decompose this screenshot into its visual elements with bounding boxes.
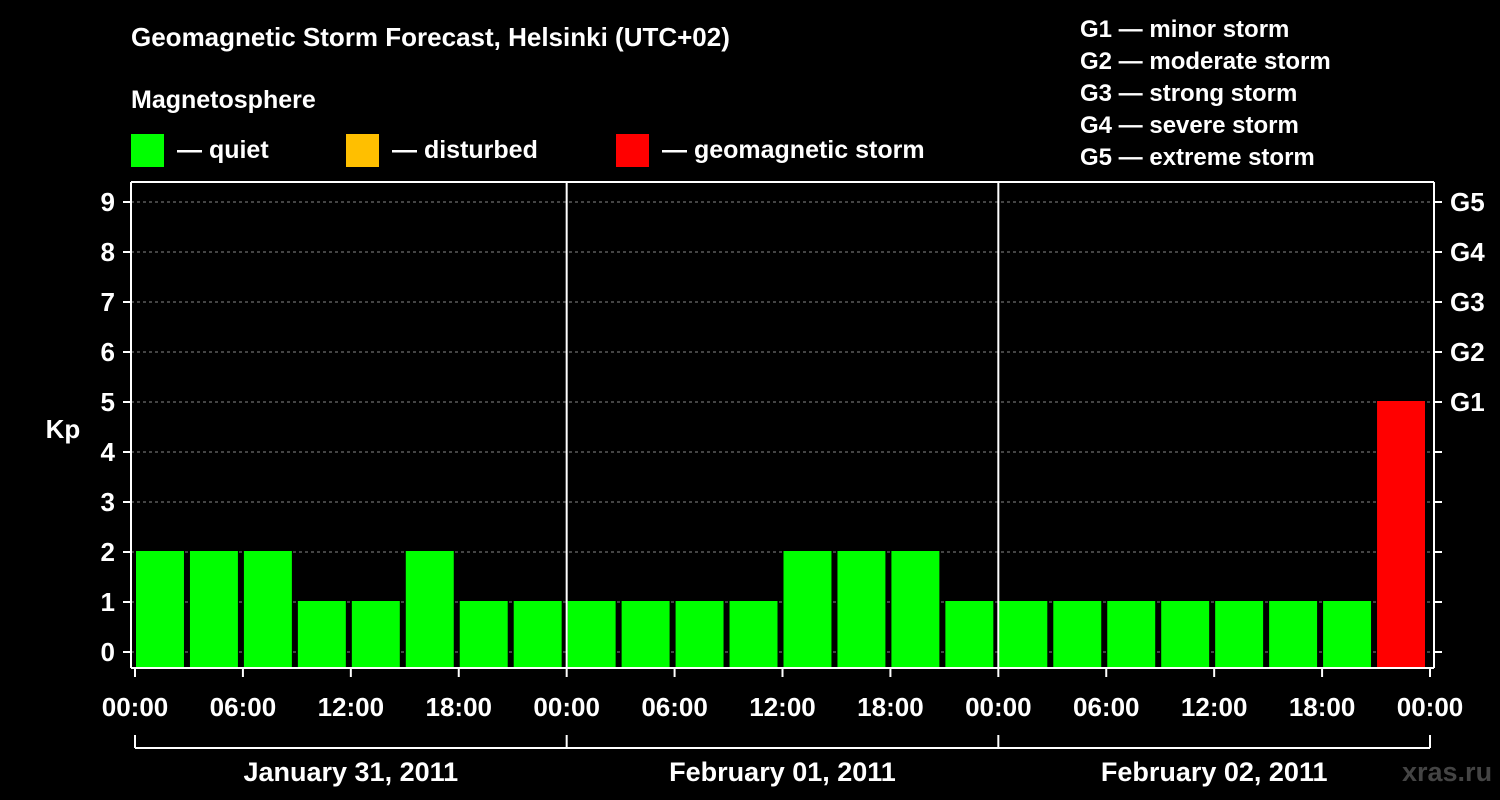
x-tick-label-12: 00:00 (1397, 692, 1464, 722)
g-label-G4: G4 (1450, 237, 1485, 267)
day-label-0: January 31, 2011 (243, 757, 458, 787)
y-tick-label-5: 5 (101, 387, 115, 417)
kp-bar-22 (1323, 601, 1372, 668)
legend-swatch-storm (616, 133, 649, 167)
y-tick-label-3: 3 (101, 487, 115, 517)
kp-bar-12 (783, 551, 832, 668)
day-label-1: February 01, 2011 (669, 757, 896, 787)
kp-bar-3 (297, 601, 346, 668)
kp-bar-13 (837, 551, 886, 668)
kp-bar-23 (1377, 401, 1425, 668)
axis-layer: 0 1 2 3 4 5 6 7 8 9 G1 G2 G3 G4 G5 00:00 06:00 12:00 18:00… (101, 187, 1486, 787)
x-tick-label-5: 06:00 (641, 692, 708, 722)
y-tick-label-6: 6 (101, 337, 115, 367)
grid-layer (131, 201, 1434, 653)
bar-layer (136, 401, 1425, 668)
g-scale-g3: G3 — strong storm (1080, 80, 1298, 107)
legend-swatch-quiet (131, 133, 164, 167)
y-tick-label-1: 1 (101, 587, 115, 617)
kp-bar-5 (405, 551, 454, 668)
x-tick-label-1: 06:00 (210, 692, 277, 722)
x-tick-label-10: 12:00 (1181, 692, 1248, 722)
x-tick-label-4: 00:00 (533, 692, 600, 722)
g-scale-g4: G4 — severe storm (1080, 112, 1299, 139)
x-tick-label-8: 00:00 (965, 692, 1032, 722)
frame-layer (130, 181, 1435, 669)
legend-swatch-disturbed (346, 133, 379, 167)
x-tick-label-3: 18:00 (426, 692, 493, 722)
legend-label-storm: — geomagnetic storm (662, 135, 925, 164)
x-tick-label-0: 00:00 (102, 692, 169, 722)
g-scale-g1: G1 — minor storm (1080, 16, 1290, 43)
kp-bar-9 (621, 601, 670, 668)
g-scale-g2: G2 — moderate storm (1080, 48, 1331, 75)
g-label-G3: G3 (1450, 287, 1485, 317)
x-tick-label-7: 18:00 (857, 692, 924, 722)
g-label-G1: G1 (1450, 387, 1485, 417)
kp-bar-16 (999, 601, 1048, 668)
kp-bar-20 (1215, 601, 1264, 668)
legend-label-disturbed: — disturbed (392, 135, 538, 164)
legend-item-quiet: — quiet (131, 133, 269, 167)
x-tick-label-11: 18:00 (1289, 692, 1356, 722)
kp-bar-21 (1269, 601, 1318, 668)
watermark: xras.ru (1402, 757, 1493, 787)
g-label-G2: G2 (1450, 337, 1485, 367)
x-tick-label-6: 12:00 (749, 692, 816, 722)
day-label-2: February 02, 2011 (1101, 757, 1328, 787)
y-tick-label-7: 7 (101, 287, 115, 317)
g-scale-legend: G1 — minor storm G2 — moderate storm G3 … (1080, 14, 1331, 174)
y-tick-label-4: 4 (101, 437, 116, 467)
legend-heading: Magnetosphere (131, 86, 316, 114)
y-axis-label: Kp (46, 414, 81, 444)
legend-item-disturbed: — disturbed (346, 133, 538, 167)
g-label-G5: G5 (1450, 187, 1485, 217)
kp-bar-2 (243, 551, 292, 668)
kp-bar-4 (351, 601, 400, 668)
kp-bar-0 (136, 551, 184, 668)
x-tick-label-9: 06:00 (1073, 692, 1140, 722)
g-scale-g5: G5 — extreme storm (1080, 144, 1315, 171)
legend-item-storm: — geomagnetic storm (616, 133, 925, 167)
kp-bar-10 (675, 601, 724, 668)
y-tick-label-2: 2 (101, 537, 115, 567)
chart-title: Geomagnetic Storm Forecast, Helsinki (UT… (131, 22, 730, 52)
kp-bar-17 (1053, 601, 1102, 668)
x-tick-label-2: 12:00 (318, 692, 385, 722)
kp-bar-1 (189, 551, 238, 668)
kp-bar-11 (729, 601, 778, 668)
y-tick-label-9: 9 (101, 187, 115, 217)
y-tick-label-8: 8 (101, 237, 115, 267)
kp-bar-15 (945, 601, 994, 668)
kp-bar-8 (567, 601, 616, 668)
kp-bar-18 (1107, 601, 1156, 668)
y-tick-label-0: 0 (101, 637, 115, 667)
kp-bar-6 (459, 601, 508, 668)
kp-bar-19 (1161, 601, 1210, 668)
legend-label-quiet: — quiet (177, 135, 269, 164)
kp-bar-14 (891, 551, 940, 668)
kp-bar-7 (513, 601, 562, 668)
